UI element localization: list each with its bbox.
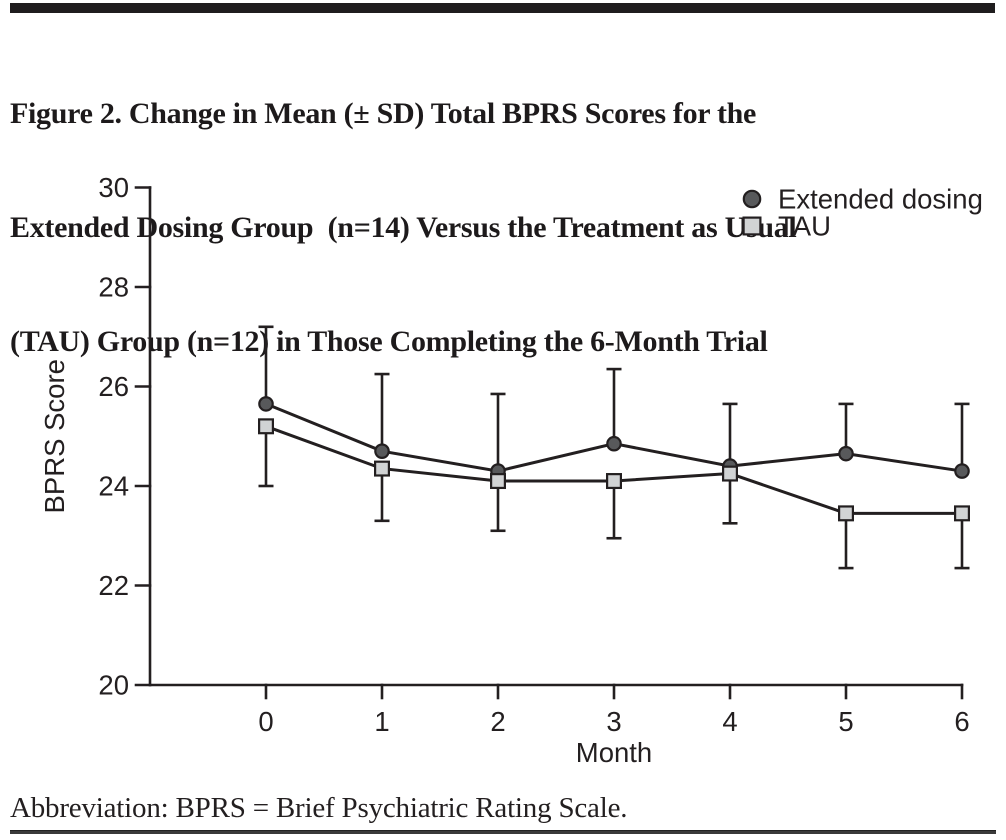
x-tick-label: 0: [258, 706, 273, 737]
marker-tau: [374, 460, 391, 477]
marker-extended-dosing: [838, 445, 854, 462]
marker-tau: [490, 473, 507, 490]
legend-label-extended-dosing: Extended dosing: [778, 184, 983, 215]
x-tick-label: 5: [838, 706, 853, 737]
y-axis-title: BPRS Score: [39, 359, 70, 513]
top-rule: [10, 3, 995, 13]
figure-title-line-3: (TAU) Group (n=12) in Those Completing t…: [10, 325, 768, 358]
error-bars: [258, 325, 970, 570]
y-tick-label: 24: [98, 471, 129, 502]
marker-extended-dosing: [258, 396, 274, 412]
y-tick-label: 22: [98, 570, 129, 601]
legend-label-tau: TAU: [778, 211, 831, 242]
legend-marker-square: [742, 216, 762, 236]
y-tick-label: 30: [98, 172, 129, 203]
marker-tau: [605, 473, 622, 490]
legend-marker-circle: [742, 189, 762, 209]
abbreviation-caption: Abbreviation: BPRS = Brief Psychiatric R…: [10, 792, 628, 824]
y-tick-label: 20: [98, 670, 129, 701]
y-tick-label: 26: [98, 371, 129, 402]
marker-tau: [837, 505, 854, 522]
x-tick-label: 1: [374, 706, 389, 737]
x-tick-label: 2: [490, 706, 505, 737]
figure-title-line-1: Figure 2. Change in Mean (± SD) Total BP…: [10, 97, 757, 130]
axes: 20 22 24 26 28 30 0 1 2 3 4 5 6: [98, 172, 969, 737]
x-tick-label: 4: [722, 706, 737, 737]
x-axis-title: Month: [576, 737, 652, 768]
marker-extended-dosing: [374, 443, 390, 459]
marker-tau: [953, 505, 970, 522]
marker-tau: [721, 465, 738, 482]
marker-tau: [258, 418, 275, 435]
marker-extended-dosing: [954, 463, 970, 479]
bottom-rule: [10, 830, 996, 834]
x-tick-label: 6: [954, 706, 969, 737]
y-tick-label: 28: [98, 272, 129, 303]
x-tick-label: 3: [606, 706, 621, 737]
marker-extended-dosing: [606, 435, 622, 452]
